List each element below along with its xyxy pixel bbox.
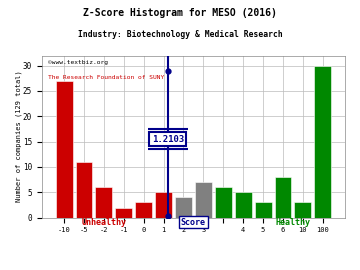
Text: Unhealthy: Unhealthy [81, 218, 126, 227]
Bar [255, 202, 271, 218]
Bar [235, 192, 252, 218]
Bar [195, 182, 212, 218]
Text: Industry: Biotechnology & Medical Research: Industry: Biotechnology & Medical Resear… [78, 30, 282, 39]
Bar [115, 208, 132, 218]
Text: The Research Foundation of SUNY: The Research Foundation of SUNY [48, 75, 164, 80]
Text: ©www.textbiz.org: ©www.textbiz.org [48, 60, 108, 65]
Text: 1.2103: 1.2103 [152, 135, 184, 144]
Bar [275, 177, 292, 218]
Y-axis label: Number of companies (129 total): Number of companies (129 total) [15, 71, 22, 202]
Bar [175, 197, 192, 218]
Text: Z-Score Histogram for MESO (2016): Z-Score Histogram for MESO (2016) [83, 8, 277, 18]
Bar [135, 202, 152, 218]
Bar [56, 81, 73, 218]
Bar [215, 187, 232, 218]
Text: Score: Score [181, 218, 206, 227]
Bar [95, 187, 112, 218]
Bar [294, 202, 311, 218]
Text: Healthy: Healthy [275, 218, 310, 227]
Bar [155, 192, 172, 218]
Bar [314, 66, 331, 218]
Bar [76, 162, 93, 218]
